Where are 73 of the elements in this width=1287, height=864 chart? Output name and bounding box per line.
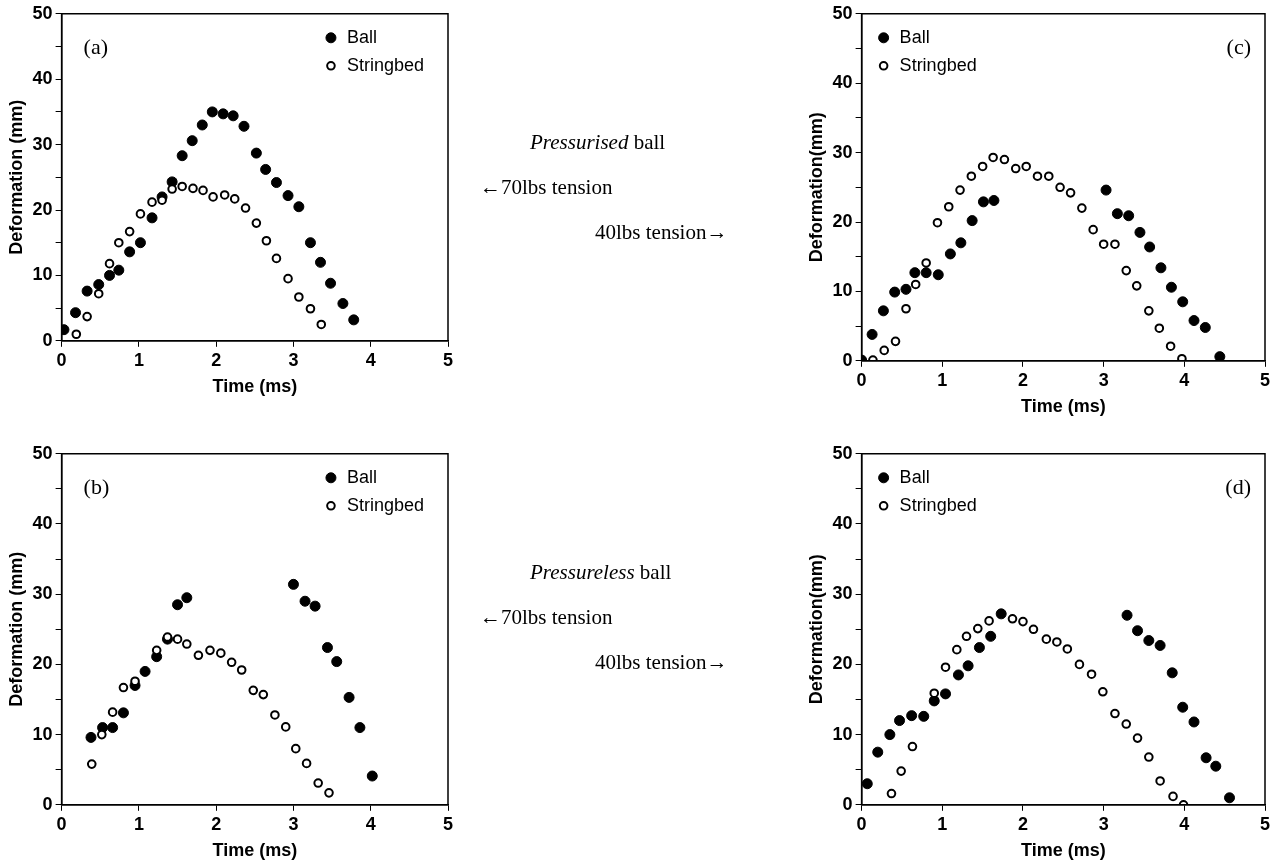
annotation: (b) xyxy=(83,473,110,499)
text: ←70lbs tension xyxy=(480,175,613,200)
x-axis-title: Time (ms) xyxy=(1020,396,1106,417)
x-tick-label: 3 xyxy=(1098,369,1109,390)
x-tick-label: 0 xyxy=(56,349,67,370)
text: ←70lbs tension xyxy=(480,605,613,630)
y-tick-label: 30 xyxy=(832,583,853,604)
legend-label: Stringbed xyxy=(899,54,977,75)
x-tick-label: 5 xyxy=(442,349,454,370)
y-tick-label: 40 xyxy=(832,72,853,93)
x-tick-label: 1 xyxy=(937,813,948,834)
y-axis-title: Deformation (mm) xyxy=(5,551,26,707)
y-tick-label: 40 xyxy=(32,512,53,533)
y-tick-label: 0 xyxy=(42,329,53,350)
x-tick-label: 4 xyxy=(365,349,376,370)
legend-label: Stringbed xyxy=(346,494,425,515)
y-tick-label: 0 xyxy=(42,793,53,814)
x-axis-title: Time (ms) xyxy=(212,840,298,861)
y-tick-label: 50 xyxy=(832,2,853,23)
x-tick-label: 0 xyxy=(56,813,67,834)
y-tick-label: 50 xyxy=(832,442,853,463)
y-tick-label: 20 xyxy=(832,653,853,674)
y-tick-label: 30 xyxy=(32,583,53,604)
text: Pressureless ball xyxy=(530,560,672,585)
y-tick-label: 0 xyxy=(842,793,853,814)
annotation: (a) xyxy=(83,33,109,59)
text: 40lbs tension→ xyxy=(595,650,728,675)
x-tick-label: 2 xyxy=(211,813,222,834)
annotation: (c) xyxy=(1226,33,1251,59)
y-tick-label: 10 xyxy=(32,264,53,285)
x-axis-title: Time (ms) xyxy=(212,376,298,397)
x-tick-label: 3 xyxy=(1098,813,1109,834)
x-tick-label: 1 xyxy=(133,813,144,834)
y-tick-label: 40 xyxy=(32,68,53,89)
legend-label: Stringbed xyxy=(899,494,977,515)
y-tick-label: 10 xyxy=(832,280,853,301)
x-tick-label: 5 xyxy=(1259,369,1271,390)
y-tick-label: 10 xyxy=(832,723,853,744)
x-axis-title: Time (ms) xyxy=(1020,840,1106,861)
y-tick-label: 50 xyxy=(32,2,53,23)
y-tick-label: 20 xyxy=(32,198,53,219)
x-tick-label: 0 xyxy=(856,813,867,834)
x-tick-label: 4 xyxy=(365,813,376,834)
y-axis-title: Deformation(mm) xyxy=(805,554,826,705)
text: Pressurised ball xyxy=(530,130,666,155)
text: 40lbs tension→ xyxy=(595,220,728,245)
y-axis-title: Deformation (mm) xyxy=(5,99,26,255)
y-tick-label: 40 xyxy=(832,512,853,533)
x-tick-label: 2 xyxy=(1017,369,1028,390)
y-axis-title: Deformation(mm) xyxy=(805,112,826,263)
y-tick-label: 20 xyxy=(32,653,53,674)
x-tick-label: 0 xyxy=(856,369,867,390)
x-tick-label: 3 xyxy=(288,813,299,834)
y-tick-label: 30 xyxy=(832,141,853,162)
annotation: (d) xyxy=(1225,473,1251,499)
legend-label: Ball xyxy=(899,466,930,487)
x-tick-label: 4 xyxy=(1179,813,1190,834)
legend-label: Stringbed xyxy=(346,54,425,75)
x-tick-label: 2 xyxy=(211,349,222,370)
x-tick-label: 5 xyxy=(1259,813,1271,834)
y-tick-label: 30 xyxy=(32,133,53,154)
x-tick-label: 1 xyxy=(133,349,144,370)
legend-label: Ball xyxy=(346,466,377,487)
x-tick-label: 2 xyxy=(1017,813,1028,834)
x-tick-label: 3 xyxy=(288,349,299,370)
x-tick-label: 1 xyxy=(937,369,948,390)
y-tick-label: 20 xyxy=(832,210,853,231)
y-tick-label: 50 xyxy=(32,442,53,463)
y-tick-label: 10 xyxy=(32,723,53,744)
legend-label: Ball xyxy=(346,26,377,47)
x-tick-label: 5 xyxy=(442,813,454,834)
legend-label: Ball xyxy=(899,26,930,47)
x-tick-label: 4 xyxy=(1179,369,1190,390)
